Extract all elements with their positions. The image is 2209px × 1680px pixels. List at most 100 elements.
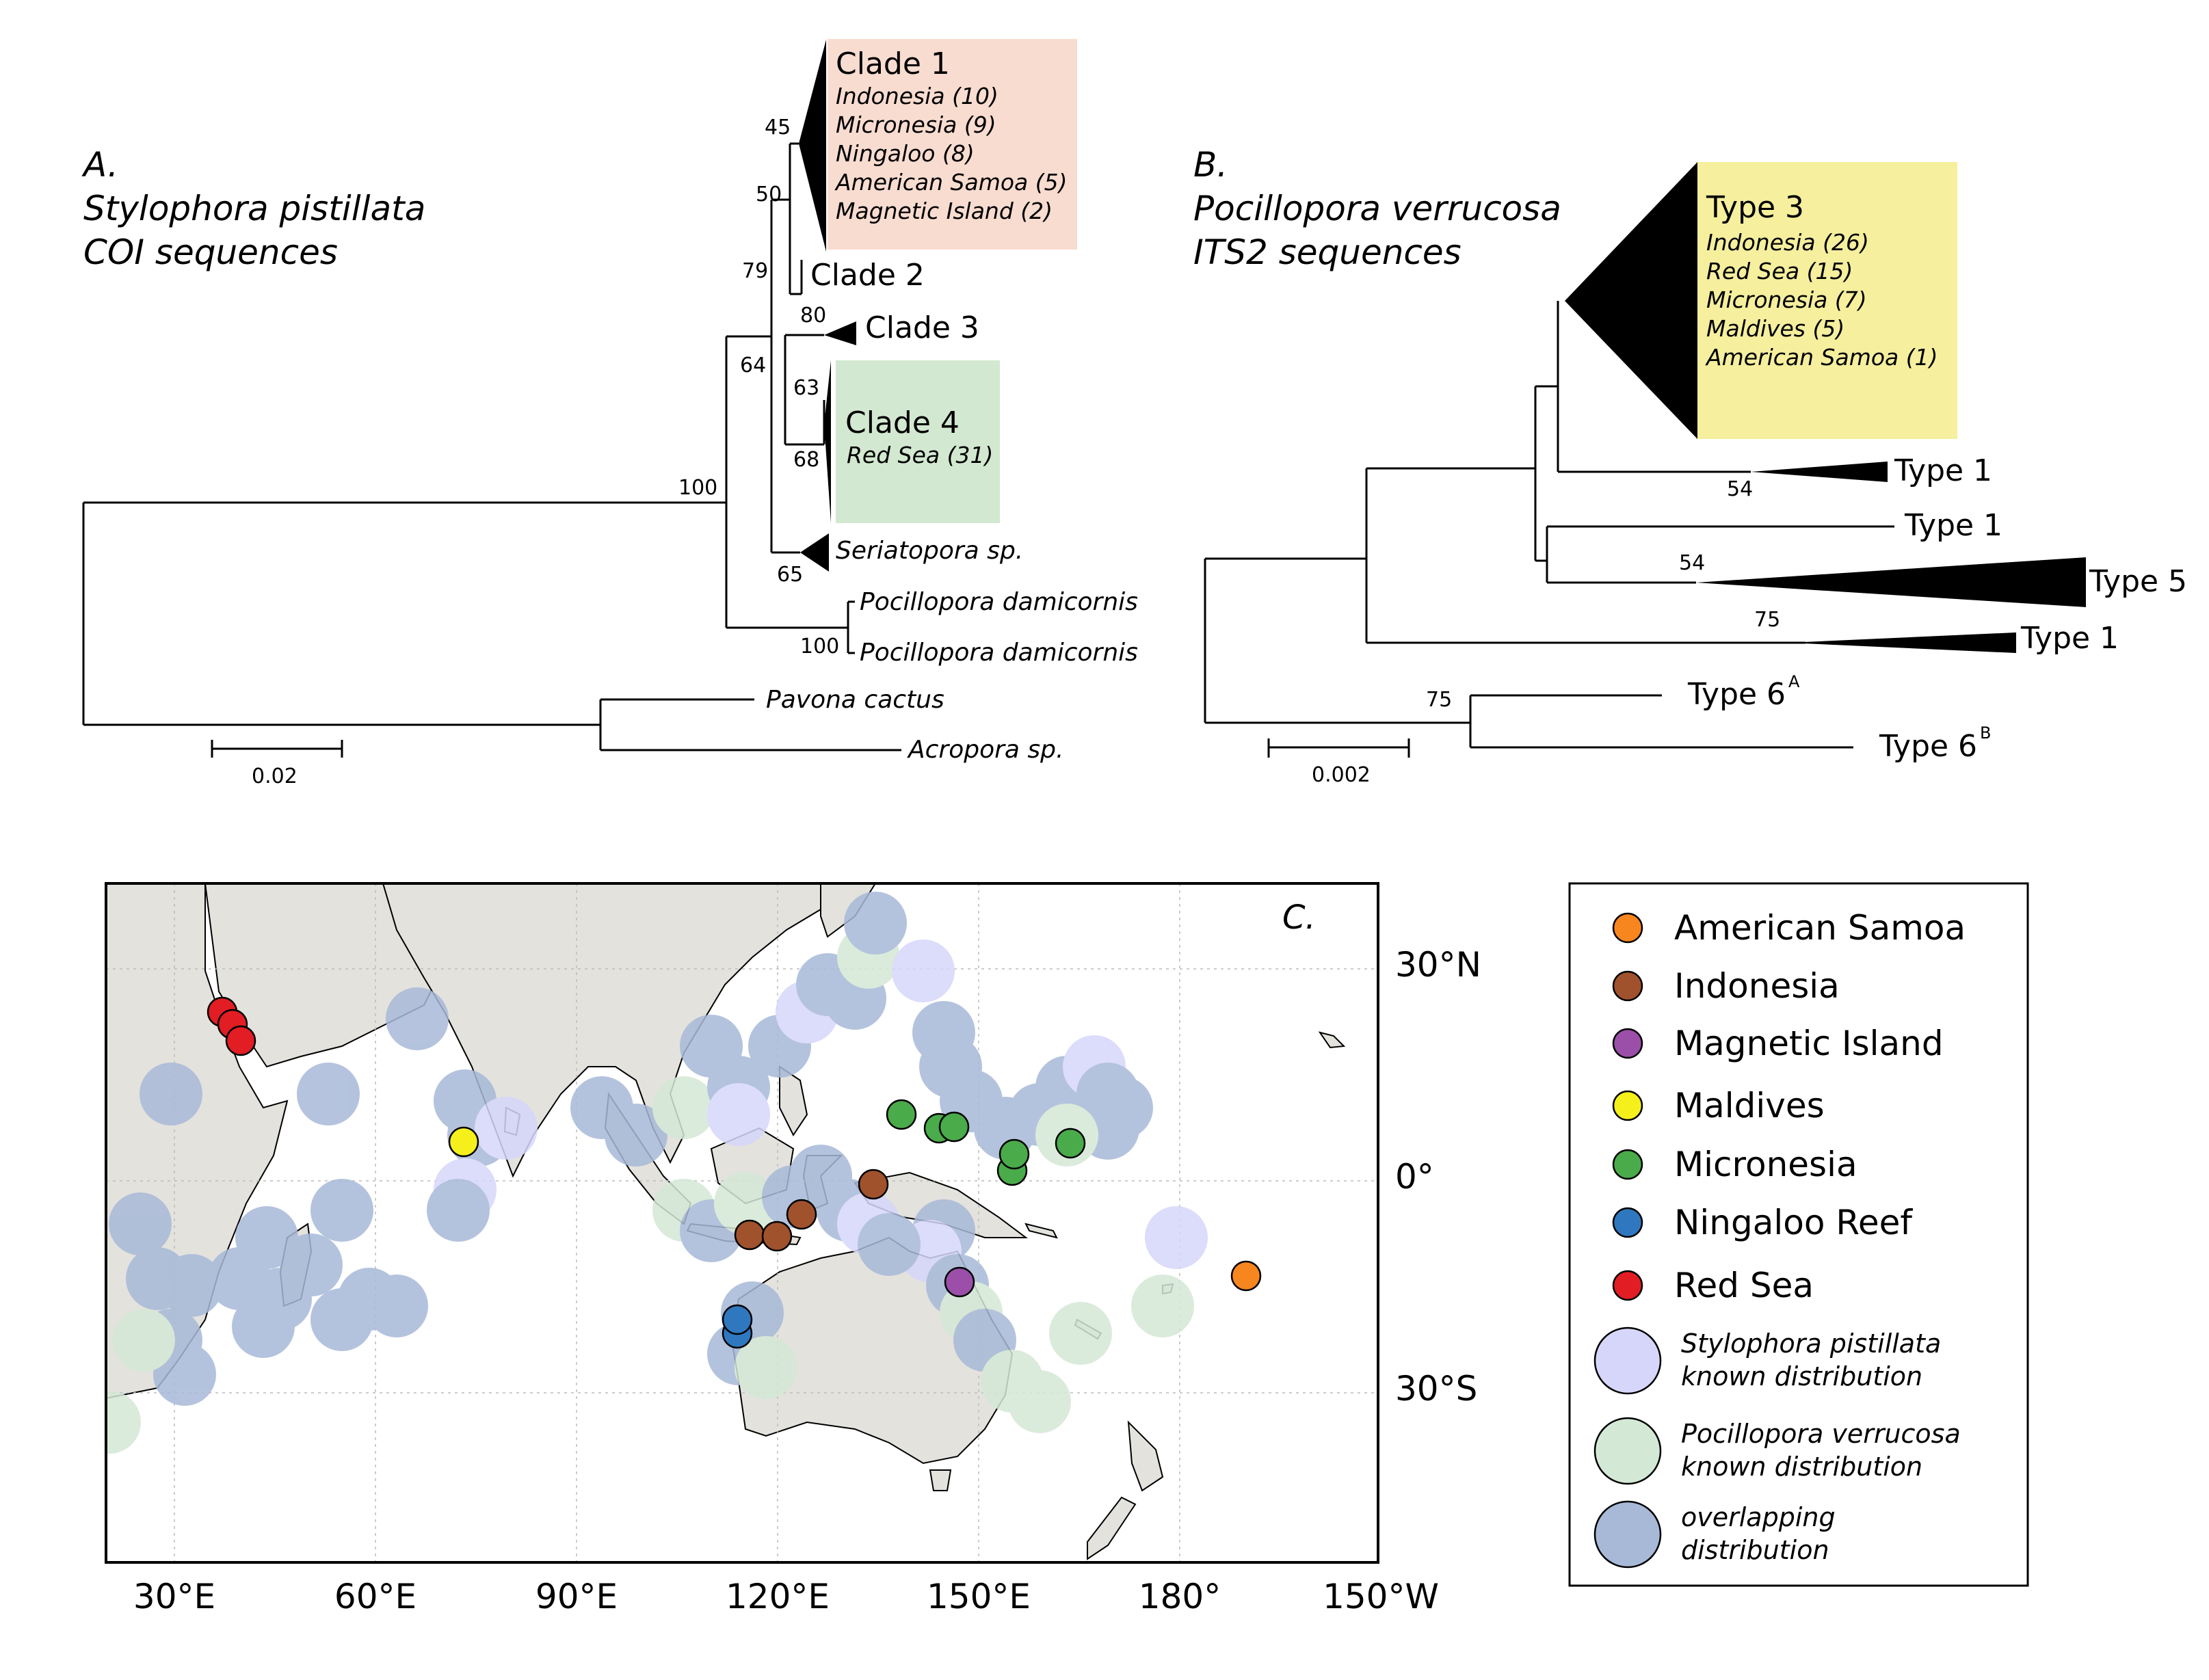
sample-site-marker (786, 1199, 817, 1230)
sample-site-marker (448, 1126, 479, 1158)
distribution-halo (858, 1213, 921, 1276)
distribution-halo (844, 892, 907, 955)
lon-label: 150°W (1323, 1577, 1439, 1616)
clade3-name: Clade 3 (865, 310, 979, 345)
distribution-halo (1090, 1076, 1153, 1139)
type3-item: Micronesia (7) (1706, 286, 1867, 313)
sample-site-marker (886, 1099, 917, 1130)
clade1-highlight (828, 39, 1077, 250)
support-value: 54 (1727, 477, 1753, 501)
lon-label: 180° (1139, 1577, 1221, 1616)
legend-swatch (1612, 1270, 1643, 1301)
support-value: 79 (742, 259, 768, 283)
panel-a-triangles (799, 40, 856, 572)
legend-swatch (1612, 1028, 1643, 1059)
distribution-halo (310, 1179, 373, 1242)
legend-label: American Samoa (1674, 908, 1966, 948)
type-label: Type 6 (1879, 729, 1977, 764)
panel-b-triangles (1565, 162, 2086, 653)
support-value: 64 (740, 354, 766, 377)
panel-b-marker: ITS2 sequences (1193, 232, 1461, 272)
clade4-name: Clade 4 (845, 405, 960, 440)
support-value: 68 (793, 448, 819, 472)
legend-distribution-label: known distribution (1681, 1361, 1922, 1391)
panel-a-marker: COI sequences (83, 232, 338, 272)
clade1-name: Clade 1 (836, 46, 950, 81)
legend-label: Ningaloo Reef (1674, 1203, 1913, 1242)
map-legend: American Samoa Indonesia Magnetic Island Ma… (1568, 882, 2029, 1587)
type-label: Type 6 (1687, 677, 1786, 712)
distribution-halo (160, 1254, 223, 1317)
panel-b-labels: B. Pocillopora verrucosa ITS2 sequences … (1193, 145, 2187, 787)
legend-distribution-label: overlapping (1681, 1502, 1836, 1532)
legend-label: Maldives (1674, 1086, 1825, 1125)
legend-distribution-swatch (1593, 1326, 1662, 1395)
support-value: 80 (800, 304, 826, 328)
distribution-halo (475, 1097, 538, 1160)
scale-label: 0.002 (1312, 763, 1371, 787)
legend-label: Indonesia (1674, 966, 1840, 1006)
sample-site-marker (938, 1111, 970, 1143)
sample-site-marker (1055, 1128, 1086, 1159)
legend-swatch (1612, 1207, 1643, 1238)
clade4-item: Red Sea (31) (847, 442, 993, 468)
lon-label: 150°E (927, 1577, 1031, 1616)
support-value: 75 (1754, 608, 1780, 632)
type-label: Type 1 (1894, 453, 1992, 488)
legend-swatch (1612, 1090, 1643, 1121)
legend-swatch (1612, 912, 1643, 944)
type3-item: Red Sea (15) (1706, 258, 1853, 284)
hawaii (1318, 1031, 1346, 1049)
new-zealand (1127, 1420, 1164, 1492)
type3-item: Indonesia (26) (1706, 229, 1869, 256)
distribution-halo (652, 1076, 715, 1139)
scale-label: 0.02 (252, 764, 297, 788)
sample-site-marker (1230, 1260, 1262, 1292)
distribution-halo (140, 1063, 202, 1125)
clade1-item: Ningaloo (8) (836, 140, 975, 167)
philippines (779, 1065, 808, 1136)
type3-highlight (1697, 162, 1957, 439)
map-axis-labels: 30°N 0° 30°S 30°E 60°E 90°E 120°E 150°E … (133, 945, 1481, 1616)
legend-swatch (1612, 970, 1643, 1002)
distribution-halo (106, 1391, 141, 1454)
panel-a-tree (82, 39, 1077, 758)
clade4-highlight (836, 360, 1000, 523)
legend-label: Magnetic Island (1674, 1024, 1944, 1063)
support-value: 75 (1426, 688, 1452, 712)
clade1-item: Magnetic Island (2) (836, 198, 1053, 224)
distribution-halo (365, 1275, 428, 1337)
distribution-halo (735, 1336, 797, 1399)
panel-b-tree (1204, 162, 1957, 758)
lon-label: 60°E (334, 1577, 416, 1616)
lon-label: 90°E (535, 1577, 618, 1616)
panel-a-letter: A. (81, 145, 118, 185)
support-value: 65 (777, 563, 803, 587)
solomons (1024, 1223, 1058, 1239)
distribution-halo (386, 987, 449, 1050)
distribution-halo (109, 1192, 172, 1255)
support-value: 45 (765, 116, 791, 139)
legend-distribution-swatch (1593, 1417, 1662, 1485)
distribution-halo (707, 1083, 770, 1146)
lon-label: 120°E (726, 1577, 830, 1616)
sample-site-marker (944, 1266, 975, 1298)
sample-site-marker (225, 1025, 256, 1056)
map (106, 883, 1378, 1562)
sample-site-marker (858, 1169, 889, 1200)
lat-label: 30°N (1395, 945, 1481, 985)
type3-item: American Samoa (1) (1705, 344, 1938, 371)
panel-a-species: Stylophora pistillata (83, 189, 425, 228)
panel-c-letter: C. (1282, 898, 1316, 937)
legend-distribution-label: Stylophora pistillata (1681, 1329, 1941, 1359)
type-sup: B (1980, 723, 1991, 743)
distribution-halo (1145, 1206, 1208, 1269)
pocillopora-label: Pocillopora damicornis (860, 639, 1138, 667)
clade1-item: Indonesia (10) (836, 83, 998, 109)
seriatopora-label: Seriatopora sp. (836, 537, 1023, 565)
legend-distribution-label: Pocillopora verrucosa (1681, 1419, 1961, 1449)
support-value: 100 (800, 635, 839, 658)
panel-b-species: Pocillopora verrucosa (1193, 189, 1561, 228)
legend-label: Red Sea (1674, 1266, 1814, 1305)
lat-label: 0° (1395, 1157, 1434, 1197)
